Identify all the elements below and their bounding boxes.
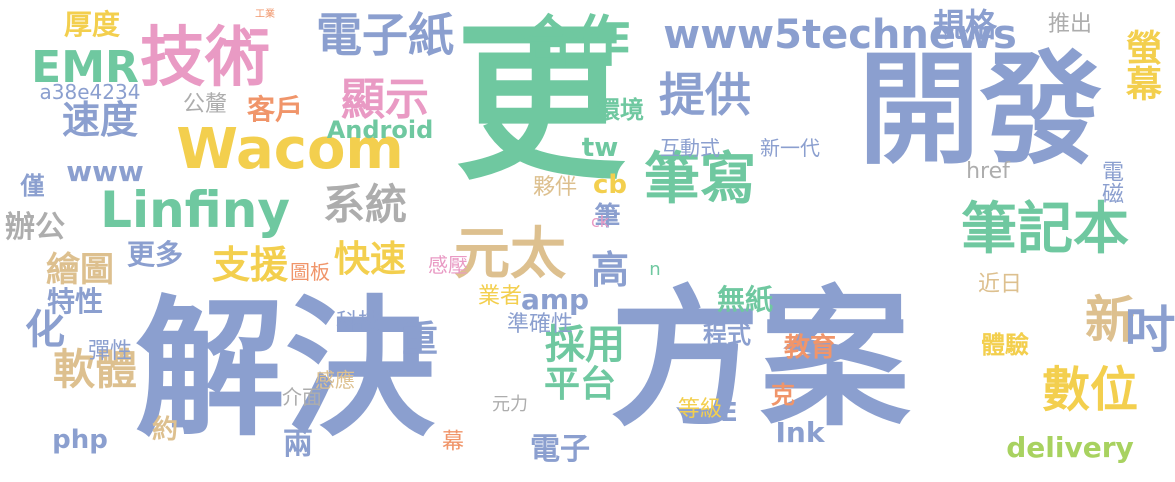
cloud-word: 螢幕	[1120, 29, 1161, 101]
cloud-word: 顯示	[341, 74, 429, 125]
cloud-word: 教育	[783, 333, 837, 363]
cloud-word: 工業	[255, 9, 275, 20]
cloud-word: 軟體	[52, 345, 138, 394]
cloud-word: 約	[151, 415, 179, 445]
cloud-word: 合作	[519, 9, 631, 74]
cloud-word: 感應	[315, 368, 355, 392]
cloud-word: tw	[581, 133, 619, 163]
cloud-word: 元太	[454, 222, 566, 287]
cloud-word: ck	[590, 212, 610, 231]
cloud-word: Wacom	[176, 117, 404, 182]
cloud-word: 元力	[492, 394, 528, 415]
cloud-word: www	[66, 155, 144, 188]
cloud-word: 業者	[477, 284, 523, 309]
cloud-word: 平台	[543, 364, 617, 405]
cloud-word: cb	[592, 170, 628, 200]
cloud-word: 電子紙	[316, 8, 454, 62]
cloud-word: EMR	[31, 42, 139, 93]
cloud-word: 筆	[590, 202, 620, 228]
cloud-word: 速度	[61, 98, 139, 142]
cloud-word: 化	[25, 307, 65, 353]
cloud-word: 吋	[1125, 301, 1175, 359]
cloud-word: 方案	[609, 273, 911, 447]
cloud-word: 準確性	[506, 312, 574, 337]
cloud-word: www5technews	[663, 12, 1017, 58]
cloud-word: 程式	[703, 321, 751, 349]
cloud-word: 開發	[858, 39, 1102, 181]
cloud-word: 體驗	[981, 331, 1029, 359]
cloud-word: 筆寫	[644, 147, 756, 212]
cloud-word: 高	[590, 248, 630, 292]
cloud-word: 科技	[335, 310, 381, 335]
cloud-word: 無紙	[716, 283, 774, 316]
cloud-word: 重	[401, 319, 439, 360]
cloud-word: 圖板	[290, 260, 330, 284]
cloud-word: php	[52, 425, 108, 455]
cloud-word: 數位	[1041, 362, 1139, 418]
cloud-word: 僅	[16, 173, 44, 197]
cloud-word: 環境	[596, 96, 644, 124]
cloud-word: n	[649, 259, 661, 280]
cloud-word: 辦公	[5, 210, 65, 245]
cloud-word: a38e4234	[39, 80, 141, 104]
cloud-word: 近日	[977, 272, 1023, 297]
cloud-word: Ink	[775, 416, 825, 449]
cloud-word: 推出	[1047, 12, 1093, 37]
cloud-word: 互動式	[660, 136, 720, 160]
cloud-word: 規格	[932, 6, 998, 44]
cloud-word: 支援	[211, 243, 289, 287]
cloud-word: 筆記本	[961, 197, 1129, 262]
cloud-word: Android	[326, 116, 434, 144]
cloud-word: 更多	[126, 238, 184, 271]
cloud-word: 繪圖	[46, 250, 114, 290]
cloud-word: 感壓	[428, 253, 468, 277]
cloud-word: 兩	[283, 427, 313, 462]
cloud-word: href	[966, 159, 1010, 184]
cloud-word: 夥伴	[532, 175, 578, 200]
cloud-word: Linfiny	[100, 181, 290, 239]
cloud-word: 更	[454, 6, 626, 204]
cloud-word: 快速	[333, 239, 407, 280]
cloud-word: 幕	[438, 429, 463, 451]
cloud-word: 電磁	[1098, 160, 1123, 204]
cloud-word: 公釐	[182, 92, 228, 117]
cloud-word: 等級	[677, 397, 723, 422]
cloud-word: 新一代	[760, 136, 820, 160]
cloud-word: 彈性	[87, 339, 133, 364]
cloud-word: 客戶	[246, 93, 304, 126]
cloud-word: 技術	[139, 20, 271, 96]
cloud-word: 厚度	[63, 8, 121, 41]
cloud-word: 介面	[282, 385, 322, 409]
cloud-word: 克	[771, 381, 795, 409]
cloud-word: delivery	[1006, 431, 1134, 464]
cloud-word: amp	[520, 283, 590, 316]
cloud-word: 系統	[322, 180, 408, 229]
cloud-word: E	[720, 398, 738, 428]
cloud-word: 解決	[134, 283, 436, 457]
cloud-word: 電子	[530, 432, 590, 467]
cloud-word: 提供	[659, 68, 751, 122]
cloud-word: 特性	[46, 285, 104, 318]
cloud-word: 採用	[545, 322, 625, 368]
cloud-word: 新	[1085, 291, 1135, 349]
